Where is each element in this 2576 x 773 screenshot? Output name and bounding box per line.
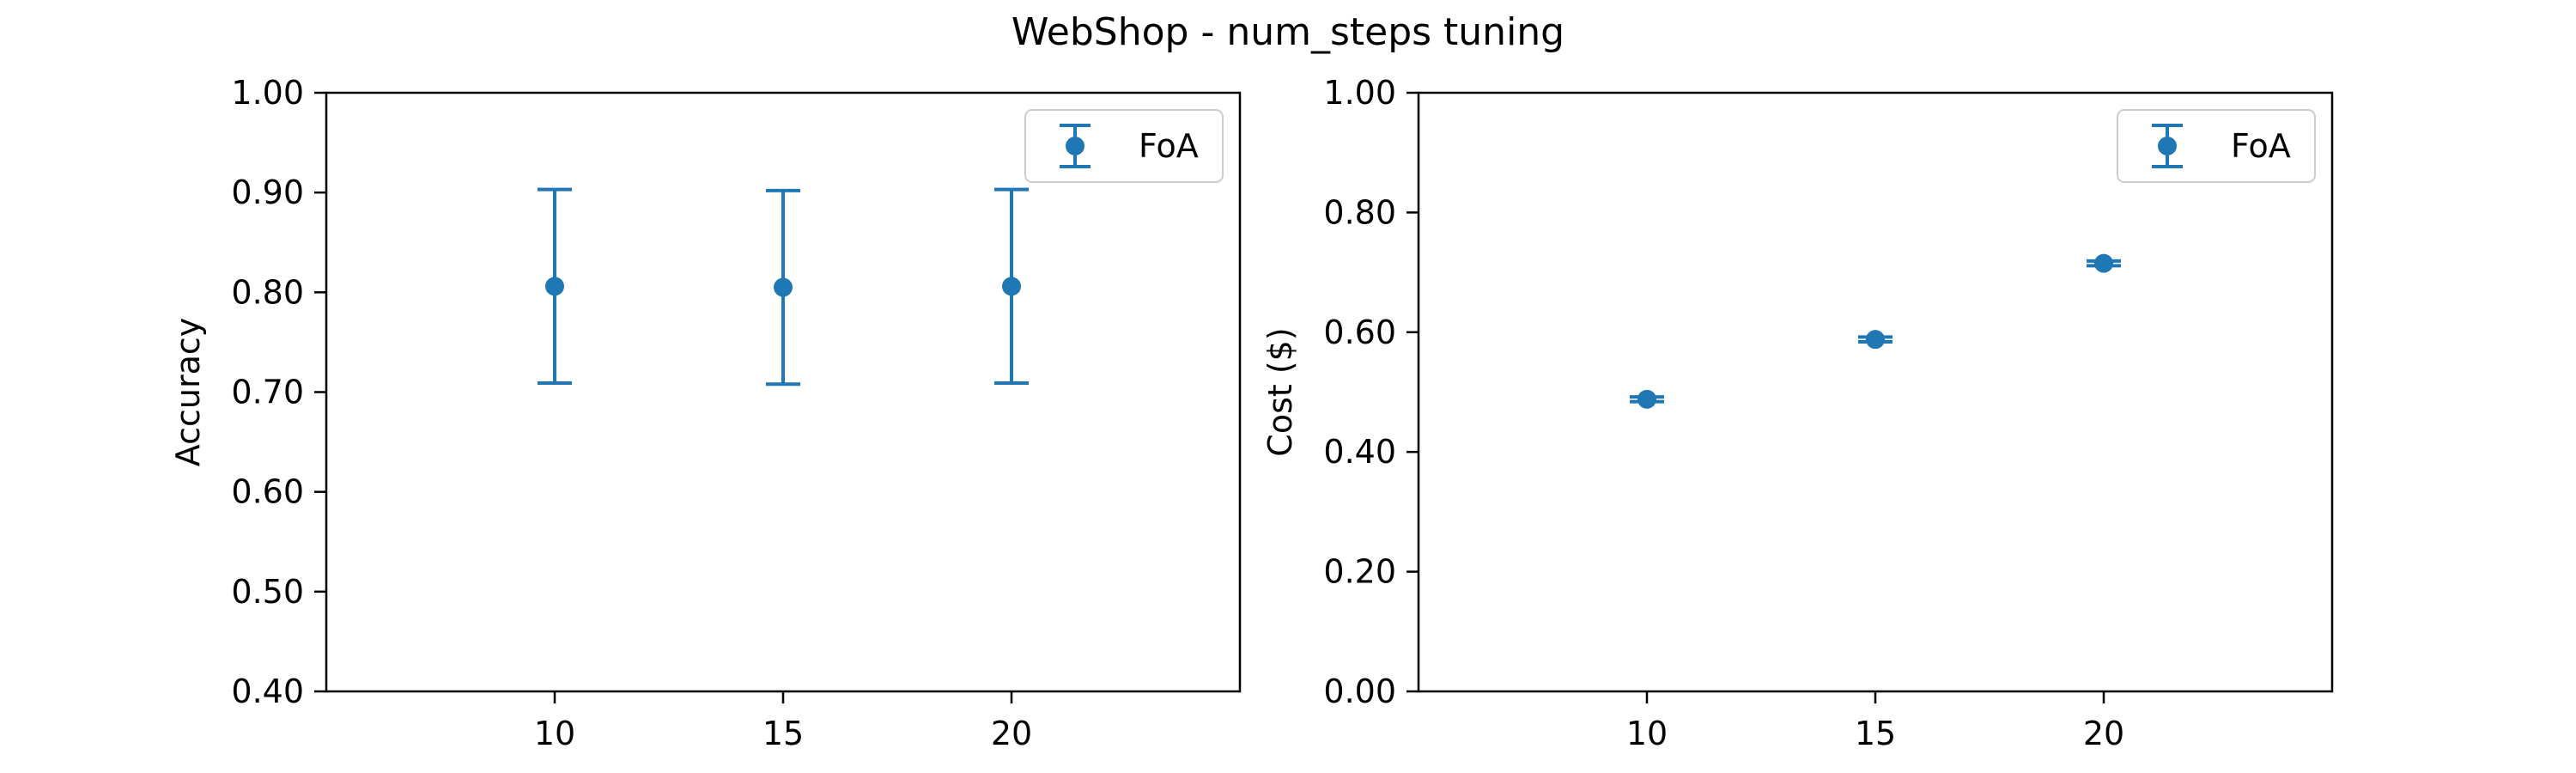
cost-x-tick-label: 15 [1855,715,1896,752]
accuracy-legend: FoA [1024,109,1224,183]
accuracy-panel: 0.40 0.50 0.60 0.70 0.80 0.90 1.00 10 15 20 Accura… [169,74,1242,752]
cost-data-point [2094,253,2113,273]
cost-y-tick-label: 0.40 [1323,433,1396,471]
cost-y-tick-label: 0.80 [1323,193,1396,231]
cost-legend-marker [2158,137,2177,155]
cost-data-point [1637,389,1656,409]
accuracy-data-point [545,277,564,296]
accuracy-y-axis-label: Accuracy [169,318,207,467]
accuracy-y-tick-label: 0.80 [231,273,304,311]
cost-y-tick-label: 0.20 [1323,553,1396,591]
accuracy-data-point [774,277,793,297]
accuracy-y-tick-label: 1.00 [231,74,304,112]
accuracy-y-tick-label: 0.90 [231,173,304,211]
accuracy-y-tick-label: 0.40 [231,673,304,710]
accuracy-y-tick-label: 0.70 [231,374,304,411]
cost-legend: FoA [2117,109,2316,183]
accuracy-y-tick-label: 0.60 [231,473,304,511]
cost-legend-label: FoA [2231,127,2291,165]
cost-y-tick-label: 0.00 [1323,673,1396,710]
accuracy-legend-marker [1066,137,1084,155]
accuracy-y-tick-label: 0.50 [231,573,304,611]
cost-y-tick-label: 1.00 [1323,74,1396,112]
cost-panel: 0.00 0.20 0.40 0.60 0.80 1.00 10 15 20 Cost ($) Fo… [1261,74,2334,752]
figure-title: WebShop - num_steps tuning [1012,10,1564,54]
cost-x-tick-label: 20 [2083,715,2124,752]
accuracy-x-tick-label: 20 [991,715,1032,752]
cost-data-point [1866,330,1885,350]
accuracy-data-point [1002,277,1021,296]
cost-y-axis-label: Cost ($) [1261,327,1299,456]
accuracy-x-tick-label: 15 [762,715,804,752]
cost-y-tick-label: 0.60 [1323,313,1396,351]
accuracy-x-tick-label: 10 [534,715,575,752]
cost-x-tick-label: 10 [1626,715,1668,752]
accuracy-legend-label: FoA [1139,127,1199,165]
